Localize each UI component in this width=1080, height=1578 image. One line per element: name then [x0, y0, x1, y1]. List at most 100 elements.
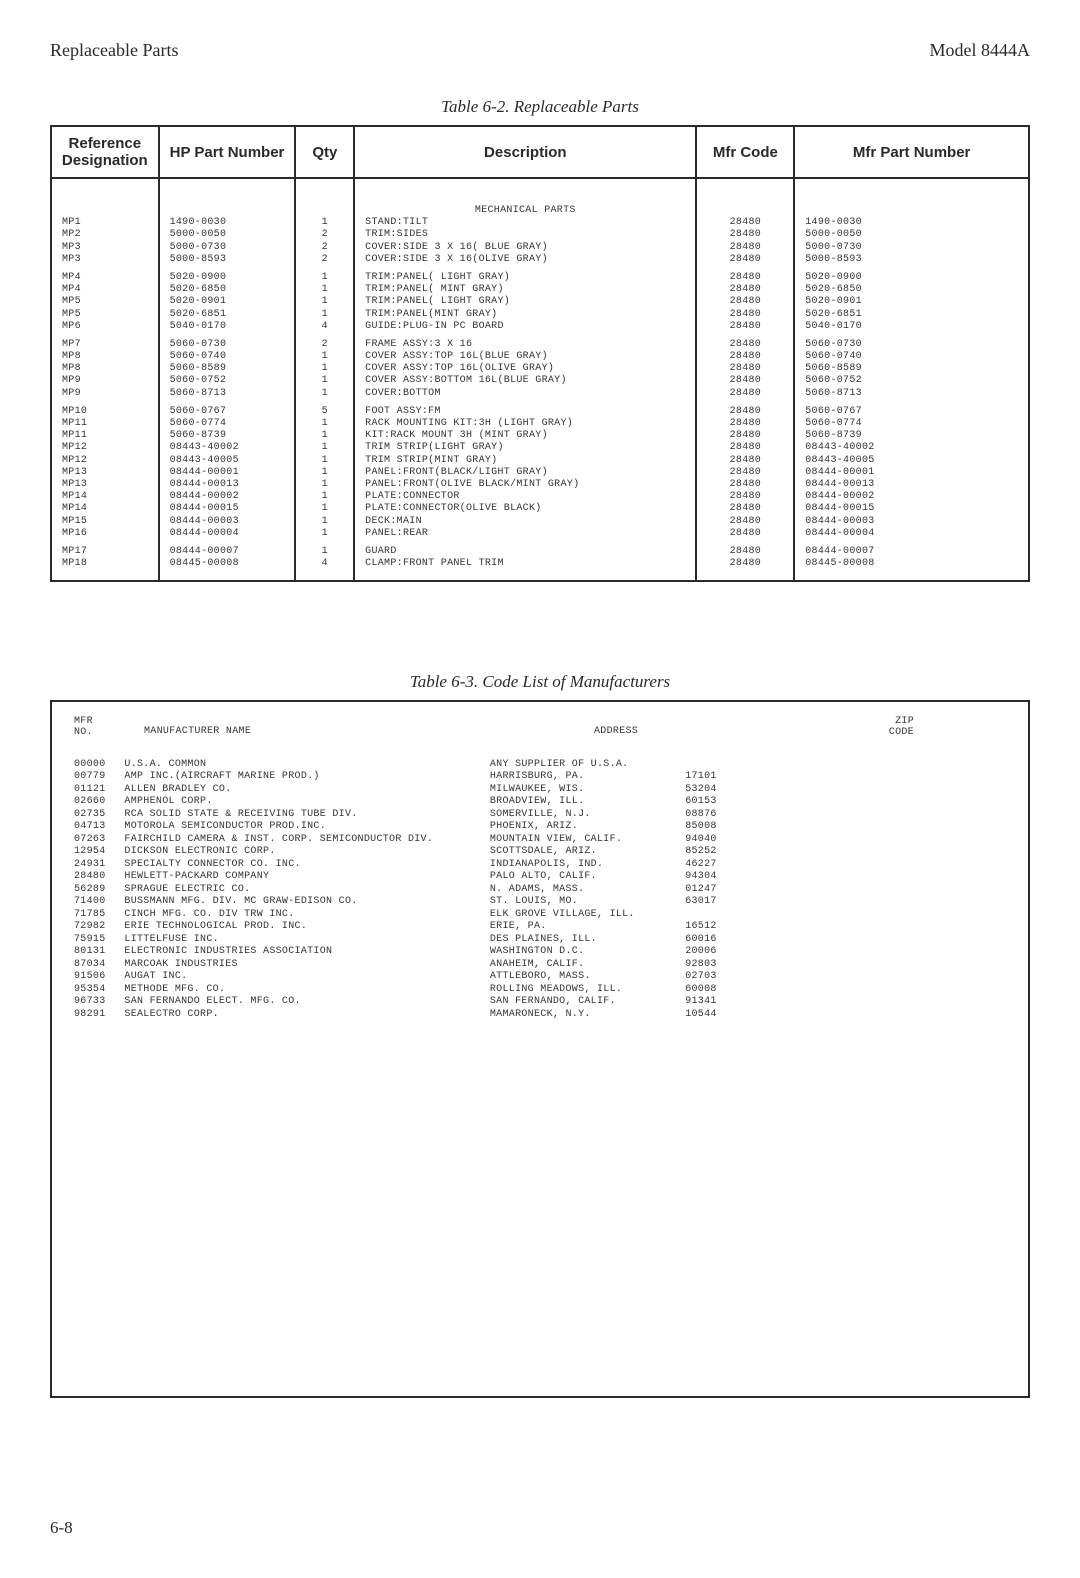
cell: 5060-8739 [159, 430, 296, 442]
cell: 28480 [696, 516, 794, 528]
cell: 08445-00008 [794, 558, 1029, 570]
table-row: MP55020-68511TRIM:PANEL(MINT GRAY)284805… [51, 309, 1029, 321]
cell: 5000-0050 [159, 229, 296, 241]
cell: TRIM STRIP(MINT GRAY) [354, 455, 696, 467]
cell: 5020-0901 [159, 296, 296, 308]
header-left: Replaceable Parts [50, 40, 178, 61]
cell: 08444-00013 [159, 479, 296, 491]
cell: 08444-00015 [794, 503, 1029, 515]
cell: GUIDE:PLUG-IN PC BOARD [354, 321, 696, 333]
cell: 1 [295, 503, 354, 515]
table-row: MP65040-01704GUIDE:PLUG-IN PC BOARD28480… [51, 321, 1029, 333]
cell: 08444-00007 [159, 546, 296, 558]
cell: MP14 [51, 503, 159, 515]
cell: 5000-8593 [159, 254, 296, 266]
cell: 1 [295, 479, 354, 491]
cell: COVER:SIDE 3 X 16(OLIVE GRAY) [354, 254, 696, 266]
cell: COVER ASSY:TOP 16L(BLUE GRAY) [354, 351, 696, 363]
cell: 5060-0740 [794, 351, 1029, 363]
mfr-head-zip-2: CODE [854, 727, 914, 738]
cell: TRIM STRIP(LIGHT GRAY) [354, 442, 696, 454]
cell: 08444-00001 [794, 467, 1029, 479]
cell: 08443-40002 [159, 442, 296, 454]
cell: 5000-8593 [794, 254, 1029, 266]
cell: RACK MOUNTING KIT:3H (LIGHT GRAY) [354, 418, 696, 430]
cell: MP8 [51, 363, 159, 375]
cell: MP15 [51, 516, 159, 528]
col-mfr-part: Mfr Part Number [794, 126, 1029, 178]
table-row: MP1708444-000071GUARD2848008444-00007 [51, 546, 1029, 558]
cell: 08445-00008 [159, 558, 296, 570]
cell: 5060-0774 [159, 418, 296, 430]
table-row: MP1208443-400021TRIM STRIP(LIGHT GRAY)28… [51, 442, 1029, 454]
cell: 1490-0030 [159, 217, 296, 229]
cell: 28480 [696, 339, 794, 351]
table-row: MP85060-07401COVER ASSY:TOP 16L(BLUE GRA… [51, 351, 1029, 363]
table-row: MP1808445-000084CLAMP:FRONT PANEL TRIM28… [51, 558, 1029, 570]
cell: PANEL:REAR [354, 528, 696, 540]
table-6-2-caption: Table 6-2. Replaceable Parts [50, 97, 1030, 117]
cell: 5020-0901 [794, 296, 1029, 308]
mfr-head-addr: ADDRESS [594, 716, 854, 738]
table-row: MP45020-09001TRIM:PANEL( LIGHT GRAY)2848… [51, 272, 1029, 284]
cell: 5000-0730 [159, 242, 296, 254]
cell: 08443-40005 [159, 455, 296, 467]
cell: 4 [295, 558, 354, 570]
cell: 1 [295, 388, 354, 400]
col-reference: Reference Designation [51, 126, 159, 178]
cell: MP12 [51, 442, 159, 454]
cell: 5060-8589 [794, 363, 1029, 375]
mfr-head-zip-1: ZIP [854, 716, 914, 727]
cell: 2 [295, 254, 354, 266]
page-number: 6-8 [50, 1518, 1030, 1538]
cell: 08444-00015 [159, 503, 296, 515]
cell: MP11 [51, 430, 159, 442]
col-qty: Qty [295, 126, 354, 178]
table-row: MP1508444-000031DECK:MAIN2848008444-0000… [51, 516, 1029, 528]
col-mfr-code: Mfr Code [696, 126, 794, 178]
cell: 28480 [696, 479, 794, 491]
cell: MP3 [51, 242, 159, 254]
cell: TRIM:PANEL( LIGHT GRAY) [354, 296, 696, 308]
cell: MP3 [51, 254, 159, 266]
table-row: MP115060-07741RACK MOUNTING KIT:3H (LIGH… [51, 418, 1029, 430]
cell: 5060-8589 [159, 363, 296, 375]
cell: 5 [295, 406, 354, 418]
cell: MP12 [51, 455, 159, 467]
table-row: MP1308444-000011PANEL:FRONT(BLACK/LIGHT … [51, 467, 1029, 479]
mfr-head-name: MANUFACTURER NAME [144, 716, 594, 738]
col-description: Description [354, 126, 696, 178]
cell: 28480 [696, 406, 794, 418]
table-row: MP105060-07675FOOT ASSY:FM284805060-0767 [51, 406, 1029, 418]
cell: 28480 [696, 546, 794, 558]
cell: 1 [295, 284, 354, 296]
table-row: MP1308444-000131PANEL:FRONT(OLIVE BLACK/… [51, 479, 1029, 491]
cell: MP11 [51, 418, 159, 430]
cell: 5060-0730 [794, 339, 1029, 351]
cell: 28480 [696, 321, 794, 333]
cell: 08443-40002 [794, 442, 1029, 454]
cell: 28480 [696, 217, 794, 229]
header-right: Model 8444A [930, 40, 1031, 61]
cell: CLAMP:FRONT PANEL TRIM [354, 558, 696, 570]
table-row: MP1408444-000151PLATE:CONNECTOR(OLIVE BL… [51, 503, 1029, 515]
table-row: MP1208443-400051TRIM STRIP(MINT GRAY)284… [51, 455, 1029, 467]
cell: 5060-0752 [794, 375, 1029, 387]
cell: 1 [295, 430, 354, 442]
cell: 1 [295, 528, 354, 540]
cell: COVER:BOTTOM [354, 388, 696, 400]
cell: 28480 [696, 375, 794, 387]
cell: FRAME ASSY:3 X 16 [354, 339, 696, 351]
table-row: MP45020-68501TRIM:PANEL( MINT GRAY)28480… [51, 284, 1029, 296]
cell: MP10 [51, 406, 159, 418]
cell: TRIM:PANEL( LIGHT GRAY) [354, 272, 696, 284]
cell: 28480 [696, 455, 794, 467]
cell: 5060-0730 [159, 339, 296, 351]
manufacturers-box: MFR NO. MANUFACTURER NAME ADDRESS ZIP CO… [50, 700, 1030, 1398]
cell: 5020-6851 [794, 309, 1029, 321]
mfr-rows: 00000 U.S.A. COMMON ANY SUPPLIER OF U.S.… [74, 746, 1006, 1021]
table-row: MP85060-85891COVER ASSY:TOP 16L(OLIVE GR… [51, 363, 1029, 375]
cell: 1 [295, 546, 354, 558]
cell: MP6 [51, 321, 159, 333]
mfr-head-no-2: NO. [74, 727, 144, 738]
